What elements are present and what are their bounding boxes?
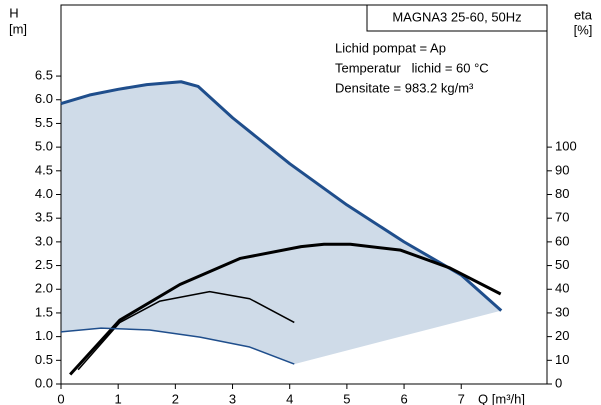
y2-tick-label: 30 xyxy=(555,304,569,319)
y2-tick-label: 10 xyxy=(555,352,569,367)
operating-area xyxy=(61,81,502,365)
y2-tick-label: 50 xyxy=(555,257,569,272)
y2-tick-label: 90 xyxy=(555,162,569,177)
y-tick-label: 4.5 xyxy=(35,162,53,177)
curve xyxy=(77,290,295,371)
y-tick-label: 5.5 xyxy=(35,115,53,130)
x-tick-label: 1 xyxy=(115,391,122,405)
y2-axis-label: eta xyxy=(574,7,593,22)
y-tick-label: 0.0 xyxy=(35,375,53,390)
y-tick-label: 1.0 xyxy=(35,328,53,343)
y2-tick-label: 80 xyxy=(555,186,569,201)
x-tick-label: 6 xyxy=(400,391,407,405)
y-tick-label: 5.0 xyxy=(35,139,53,154)
x-tick-label: 3 xyxy=(229,391,236,405)
y-axis-label: H xyxy=(9,5,18,20)
curve xyxy=(69,242,502,376)
title-box xyxy=(366,4,548,32)
y2-tick-label: 0 xyxy=(555,375,562,390)
annotation: Lichid pompat = Ap xyxy=(335,40,446,55)
chart-title: MAGNA3 25-60, 50Hz xyxy=(392,9,521,24)
y-tick-label: 0.5 xyxy=(35,352,53,367)
y-tick-label: 6.5 xyxy=(35,68,53,83)
y-tick-label: 4.0 xyxy=(35,186,53,201)
y-axis-unit: [m] xyxy=(9,21,27,36)
x-tick-label: 2 xyxy=(172,391,179,405)
y-tick-label: 2.0 xyxy=(35,281,53,296)
x-tick-label: 5 xyxy=(343,391,350,405)
y2-axis-unit: [%] xyxy=(574,22,593,37)
curve xyxy=(60,327,295,365)
y-tick-label: 1.5 xyxy=(35,304,53,319)
annotation: Densitate = 983.2 kg/m³ xyxy=(335,80,474,95)
x-axis-label: Q [m³/h] xyxy=(478,391,525,405)
y2-tick-label: 100 xyxy=(555,139,577,154)
y2-tick-label: 20 xyxy=(555,328,569,343)
x-tick-label: 7 xyxy=(458,391,465,405)
x-tick-label: 0 xyxy=(57,391,64,405)
y-tick-label: 3.5 xyxy=(35,210,53,225)
y2-tick-label: 70 xyxy=(555,210,569,225)
y-tick-label: 6.0 xyxy=(35,91,53,106)
y-tick-label: 3.0 xyxy=(35,233,53,248)
y2-tick-label: 60 xyxy=(555,233,569,248)
y-tick-label: 2.5 xyxy=(35,257,53,272)
y2-tick-label: 40 xyxy=(555,281,569,296)
x-tick-label: 4 xyxy=(286,391,293,405)
annotation: Temperatur lichid = 60 °C xyxy=(335,60,489,75)
curve xyxy=(60,80,503,312)
